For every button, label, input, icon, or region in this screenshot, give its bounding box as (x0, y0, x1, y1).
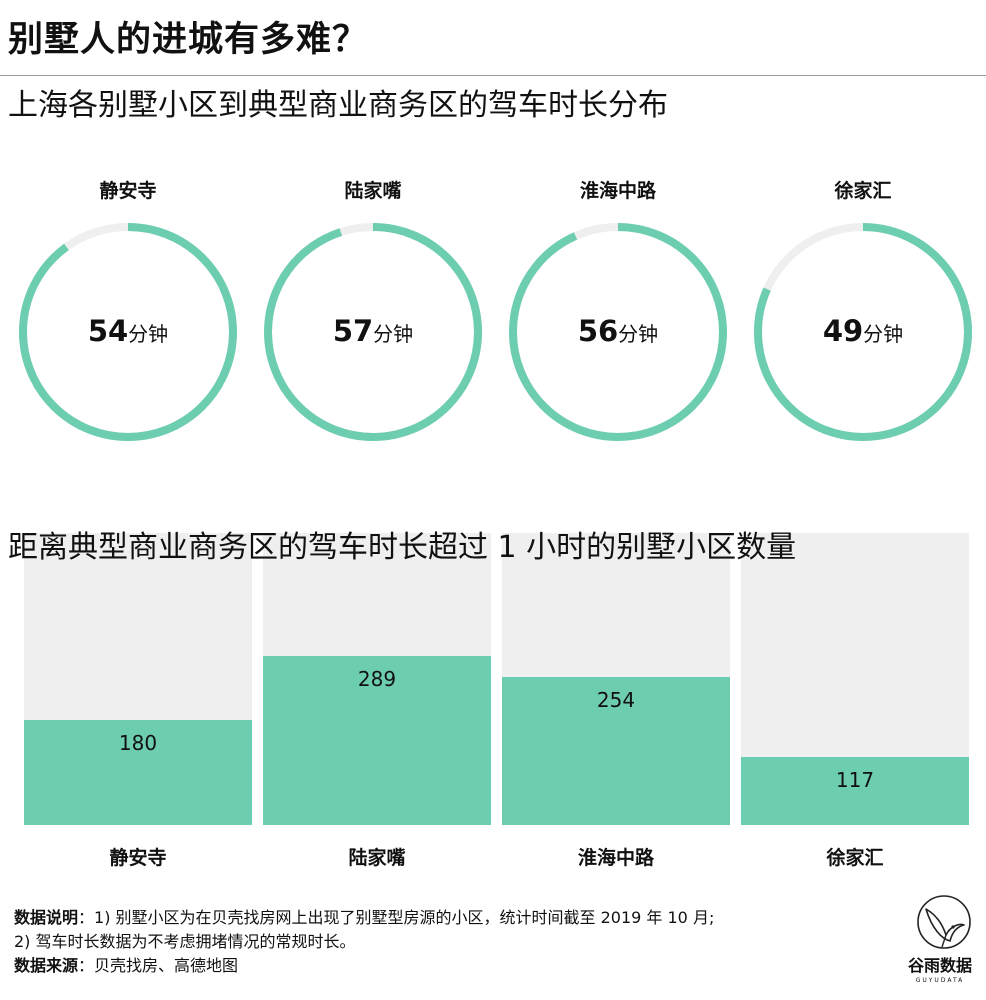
ring-arc-3 (754, 223, 972, 441)
source-text: ：贝壳找房、高德地图 (78, 956, 239, 975)
ring-value-label: 49分钟 (763, 309, 963, 358)
bar-category-label: 徐家汇 (826, 847, 884, 869)
bar-value-label: 289 (357, 667, 397, 692)
title-divider (0, 75, 986, 76)
source-line: 数据来源：贝壳找房、高德地图 (14, 954, 714, 978)
ring-value-label: 56分钟 (518, 309, 718, 358)
ring-value-label: 54分钟 (28, 309, 228, 358)
sparrow-logo-icon (917, 895, 971, 949)
bar-fill (741, 756, 969, 825)
bar-fill (24, 719, 252, 825)
ring-value-unit: 分钟 (618, 322, 659, 346)
ring-value-number: 57 (332, 314, 374, 348)
bar-fill (502, 676, 730, 825)
ring-arc-2 (509, 223, 727, 441)
footnotes: 数据说明：1) 别墅小区为在贝壳找房网上出现了别墅型房源的小区，统计时间截至 2… (14, 906, 714, 978)
bar-category-label: 陆家嘴 (348, 847, 406, 869)
logo-subtitle: GUYUDATA (915, 977, 965, 984)
ring-value-number: 54 (87, 314, 129, 348)
page-title: 别墅人的进城有多难？ (8, 20, 369, 60)
ring-category-label: 陆家嘴 (344, 180, 402, 202)
bar-category-label: 静安寺 (109, 847, 167, 869)
ring-arc-0 (19, 223, 237, 441)
ring-category-label: 徐家汇 (834, 180, 892, 202)
note-line-1: 数据说明：1) 别墅小区为在贝壳找房网上出现了别墅型房源的小区，统计时间截至 2… (14, 906, 714, 930)
ring-chart-title: 上海各别墅小区到典型商业商务区的驾车时长分布 (8, 88, 668, 123)
source-label: 数据来源 (14, 956, 79, 975)
ring-category-label: 静安寺 (99, 180, 157, 202)
bar-category-label: 淮海中路 (577, 847, 654, 869)
bar-chart-title: 距离典型商业商务区的驾车时长超过 1 小时的别墅小区数量 (8, 530, 797, 565)
notes-text-1: ：1) 别墅小区为在贝壳找房网上出现了别墅型房源的小区，统计时间截至 2019 … (78, 908, 715, 927)
ring-value-number: 49 (822, 314, 864, 348)
notes-label: 数据说明 (14, 908, 79, 927)
bar-value-label: 254 (596, 687, 636, 712)
ring-value-unit: 分钟 (373, 322, 414, 346)
bar-value-label: 180 (118, 730, 158, 755)
bar-value-label: 117 (835, 767, 875, 792)
ring-chart (19, 223, 972, 441)
ring-value-number: 56 (577, 314, 619, 348)
ring-arc-1 (264, 223, 482, 441)
ring-value-unit: 分钟 (863, 322, 904, 346)
bar-fill (263, 656, 491, 825)
note-line-2: 2) 驾车时长数据为不考虑拥堵情况的常规时长。 (14, 932, 356, 951)
logo-name: 谷雨数据 (907, 956, 972, 975)
ring-value-label: 57分钟 (273, 309, 473, 358)
ring-value-unit: 分钟 (128, 322, 169, 346)
ring-category-label: 淮海中路 (579, 180, 656, 202)
